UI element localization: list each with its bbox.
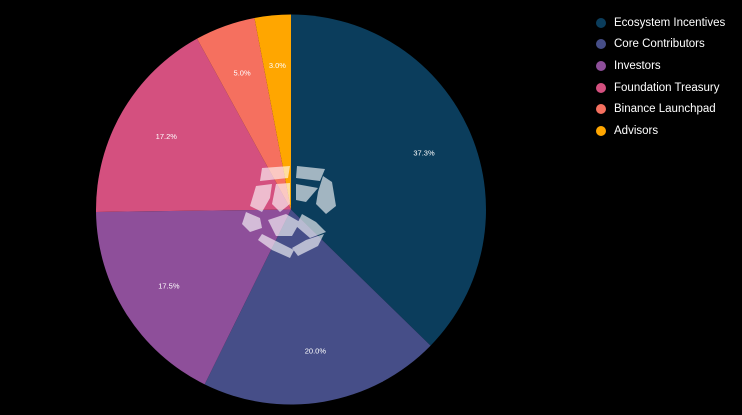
slice-value-label: 5.0% [234,69,251,78]
pie-slice-foundation-treasury[interactable] [96,38,292,212]
legend-item[interactable]: Ecosystem Incentives [596,12,725,34]
pie-slice-advisors[interactable] [254,14,291,210]
legend-label: Binance Launchpad [614,103,716,116]
slice-value-label: 37.3% [413,148,435,157]
legend-item[interactable]: Core Contributors [596,34,725,56]
watermark-logo [242,166,336,258]
legend-swatch [596,39,606,50]
legend-item[interactable]: Advisors [596,120,725,142]
legend-swatch [596,60,606,71]
legend-label: Investors [614,59,661,72]
pie-slice-investors[interactable] [96,209,292,385]
legend-item[interactable]: Investors [596,55,725,77]
slice-value-label: 20.0% [305,347,327,356]
legend-label: Advisors [614,124,659,137]
pie-slices [96,14,487,405]
legend-item[interactable]: Foundation Treasury [596,77,725,99]
slice-value-label: 17.5% [158,281,180,290]
pie-slice-ecosystem-incentives[interactable] [291,14,487,346]
slice-value-label: 17.2% [156,132,178,141]
legend-item[interactable]: Binance Launchpad [596,98,725,120]
legend-swatch [596,125,606,136]
legend-label: Foundation Treasury [614,81,720,94]
pie-slice-core-contributors[interactable] [204,209,431,405]
legend-swatch [596,104,606,115]
legend-swatch [596,82,606,93]
chart-legend: Ecosystem Incentives Core Contributors Inv… [596,12,725,142]
legend-label: Ecosystem Incentives [614,16,726,29]
slice-value-label: 3.0% [269,61,286,70]
legend-swatch [596,17,606,28]
pie-slice-labels: 37.3% 20.0% 17.5% 17.2% 5.0% 3.0% [156,61,435,356]
legend-label: Core Contributors [614,38,705,51]
pie-slice-binance-launchpad[interactable] [197,17,291,210]
